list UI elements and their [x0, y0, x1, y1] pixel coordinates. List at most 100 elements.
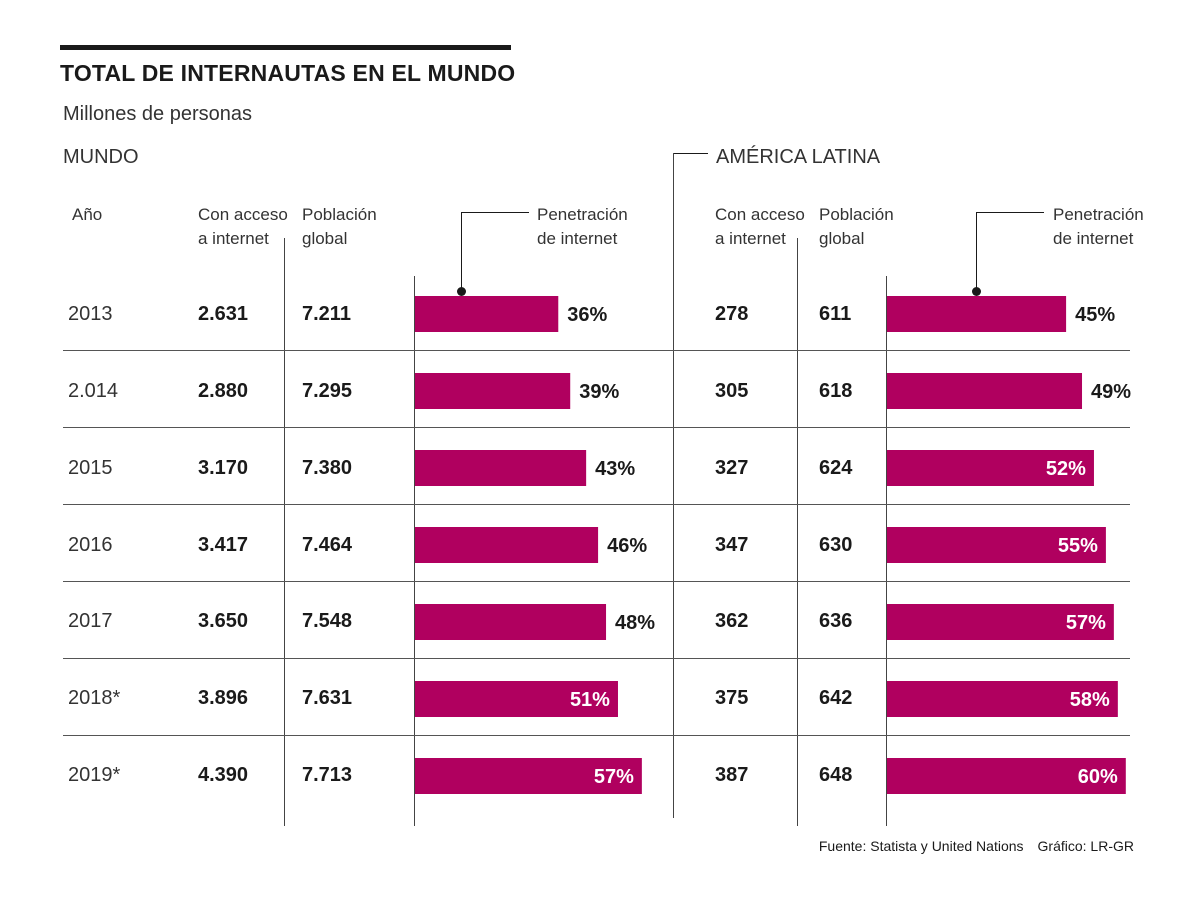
world-access-value: 3.417: [198, 534, 249, 556]
world-population-value: 7.295: [302, 380, 353, 402]
world-penetration-label: 39%: [579, 381, 619, 403]
world-penetration-label: 51%: [570, 689, 610, 711]
world-penetration-bar: [415, 527, 599, 563]
latam-penetration-label: 60%: [1078, 766, 1118, 788]
year-label: 2016: [68, 534, 113, 556]
row-separator: [63, 504, 1130, 505]
latam-population-value: 642: [819, 687, 853, 709]
header-latam-access-line1: Con acceso: [715, 205, 805, 224]
header-world-penetration-line1: Penetración: [537, 205, 628, 224]
year-label: 2017: [68, 610, 113, 632]
latam-bar-axis: [886, 276, 887, 826]
world-penetration-label: 46%: [607, 535, 647, 557]
latam-penetration-label: 49%: [1091, 381, 1131, 403]
header-world-access-line1: Con acceso: [198, 205, 288, 224]
latam-leader-dot: [972, 287, 981, 296]
latam-population-value: 611: [819, 303, 852, 325]
latam-population-value: 648: [819, 764, 853, 786]
world-population-value: 7.713: [302, 764, 353, 786]
header-latam-access: Con acceso a internet: [715, 203, 805, 251]
world-access-value: 3.896: [198, 687, 249, 709]
world-penetration-label: 48%: [615, 612, 655, 634]
header-latam-population-line1: Población: [819, 205, 894, 224]
latam-penetration-bar: [887, 681, 1118, 717]
header-latam-population-line2: global: [819, 229, 865, 248]
world-access-value: 2.880: [198, 380, 249, 402]
latam-access-value: 347: [715, 534, 749, 556]
row-separator: [63, 581, 1130, 582]
world-penetration-label: 43%: [595, 458, 635, 480]
section-divider-top: [673, 153, 708, 154]
world-penetration-label: 36%: [567, 304, 607, 326]
world-penetration-bar: [415, 681, 618, 717]
header-world-access: Con acceso a internet: [198, 203, 288, 251]
latam-penetration-label: 55%: [1058, 535, 1098, 557]
header-latam-population: Población global: [819, 203, 894, 251]
world-population-value: 7.464: [302, 534, 353, 556]
world-penetration-bar: [415, 758, 642, 794]
chart-subtitle: Millones de personas: [63, 103, 252, 125]
world-leader-vertical: [461, 212, 462, 291]
world-penetration-label: 57%: [594, 766, 634, 788]
row-separator: [63, 427, 1130, 428]
year-label: 2013: [68, 303, 113, 325]
year-label: 2018*: [68, 687, 121, 709]
world-column-divider: [284, 238, 285, 826]
world-leader-dot: [457, 287, 466, 296]
latam-access-value: 375: [715, 687, 749, 709]
world-penetration-chart: 36% 39% 43% 46% 48% 51% 57%: [415, 296, 655, 794]
year-label: 2019*: [68, 764, 121, 786]
section-latam-title: AMÉRICA LATINA: [716, 146, 881, 168]
latam-population-value: 630: [819, 534, 853, 556]
latam-penetration-bar: [887, 450, 1094, 486]
latam-penetration-bar: [887, 296, 1067, 332]
world-leader-horizontal: [461, 212, 529, 213]
header-world-population-line1: Población: [302, 205, 377, 224]
latam-population-value: 618: [819, 380, 853, 402]
section-world-title: MUNDO: [63, 146, 139, 168]
latam-population-value: 636: [819, 610, 853, 632]
latam-column-divider: [797, 238, 798, 826]
latam-penetration-bar: [887, 373, 1083, 409]
source-note: Fuente: Statista y United Nations: [818, 838, 1024, 854]
header-latam-penetration: Penetración de internet: [1053, 203, 1144, 251]
world-population-value: 7.380: [302, 457, 353, 479]
latam-access-value: 305: [715, 380, 749, 402]
latam-penetration-bar: [887, 604, 1114, 640]
latam-penetration-chart: 45% 49% 52% 55% 57% 58% 60%: [887, 296, 1131, 794]
world-population-value: 7.211: [302, 303, 351, 325]
world-bar-axis: [414, 276, 415, 826]
row-separator: [63, 735, 1130, 736]
latam-access-value: 327: [715, 457, 749, 479]
world-population-value: 7.548: [302, 610, 353, 632]
header-latam-access-line2: a internet: [715, 229, 786, 248]
latam-leader-horizontal: [976, 212, 1044, 213]
world-access-value: 2.631: [198, 303, 249, 325]
latam-penetration-label: 57%: [1066, 612, 1106, 634]
latam-access-value: 387: [715, 764, 749, 786]
graphic-credit: Gráfico: LR-GR: [1037, 838, 1134, 854]
header-latam-penetration-line1: Penetración: [1053, 205, 1144, 224]
header-year: Año: [72, 205, 103, 224]
section-divider: [673, 153, 674, 818]
row-separator: [63, 658, 1130, 659]
latam-leader-vertical: [976, 212, 977, 291]
latam-access-value: 278: [715, 303, 749, 325]
latam-penetration-bar: [887, 527, 1106, 563]
header-world-penetration: Penetración de internet: [537, 203, 628, 251]
world-access-value: 4.390: [198, 764, 249, 786]
latam-access-value: 362: [715, 610, 749, 632]
world-penetration-bar: [415, 450, 587, 486]
chart-title: TOTAL DE INTERNAUTAS EN EL MUNDO: [60, 60, 516, 86]
header-world-access-line2: a internet: [198, 229, 269, 248]
row-separator: [63, 350, 1130, 351]
year-label: 2015: [68, 457, 113, 479]
latam-penetration-label: 45%: [1075, 304, 1115, 326]
header-latam-penetration-line2: de internet: [1053, 229, 1134, 248]
latam-population-value: 624: [819, 457, 853, 479]
year-label: 2.014: [68, 380, 119, 402]
world-access-value: 3.650: [198, 610, 249, 632]
latam-penetration-label: 58%: [1070, 689, 1110, 711]
world-penetration-bar: [415, 373, 571, 409]
